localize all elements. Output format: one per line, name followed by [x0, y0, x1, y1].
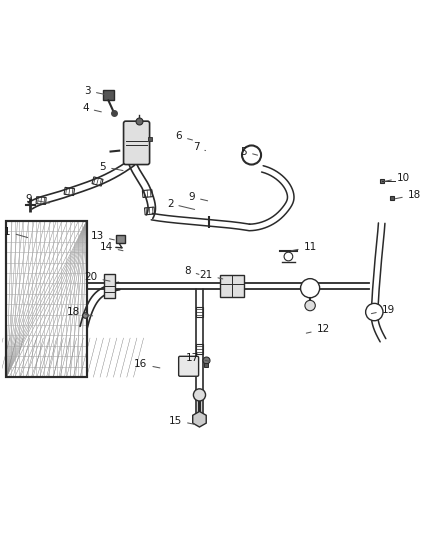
Text: 9: 9 [26, 194, 49, 204]
Bar [145, 207, 155, 215]
Bar [105, 274, 115, 298]
Text: 1: 1 [4, 227, 28, 238]
Text: 13: 13 [91, 231, 114, 241]
Text: 17: 17 [186, 353, 210, 362]
Text: 3: 3 [85, 86, 106, 96]
Text: 6: 6 [176, 131, 192, 141]
Circle shape [305, 300, 315, 311]
Text: 9: 9 [188, 192, 208, 202]
Bar [116, 235, 125, 243]
Text: 19: 19 [371, 305, 395, 315]
Text: 5: 5 [99, 161, 123, 172]
Text: 12: 12 [306, 325, 330, 334]
Text: 14: 14 [99, 242, 123, 252]
Circle shape [300, 279, 320, 298]
Circle shape [366, 303, 383, 321]
FancyBboxPatch shape [124, 121, 150, 165]
Bar [220, 275, 244, 297]
Text: 2: 2 [167, 199, 194, 209]
Text: 18: 18 [67, 307, 92, 317]
Text: 20: 20 [85, 272, 110, 282]
Bar [7, 221, 87, 377]
Bar [36, 197, 46, 205]
Bar [64, 187, 74, 196]
Text: 5: 5 [240, 147, 258, 157]
Bar [92, 177, 103, 186]
Text: 8: 8 [184, 266, 199, 276]
Text: 21: 21 [199, 270, 223, 280]
Bar [103, 90, 113, 100]
Polygon shape [193, 411, 206, 427]
Text: 10: 10 [385, 173, 410, 183]
Circle shape [242, 146, 261, 165]
Circle shape [194, 389, 205, 401]
Text: 4: 4 [82, 103, 101, 113]
Bar [142, 190, 152, 198]
Text: 11: 11 [291, 242, 317, 252]
Text: 15: 15 [169, 416, 194, 425]
Text: 16: 16 [134, 359, 160, 369]
Bar [196, 308, 203, 317]
Bar [196, 344, 203, 354]
FancyBboxPatch shape [179, 356, 198, 376]
Text: 7: 7 [193, 142, 205, 152]
Circle shape [284, 252, 293, 261]
Bar [7, 221, 87, 377]
Text: 18: 18 [395, 190, 421, 200]
